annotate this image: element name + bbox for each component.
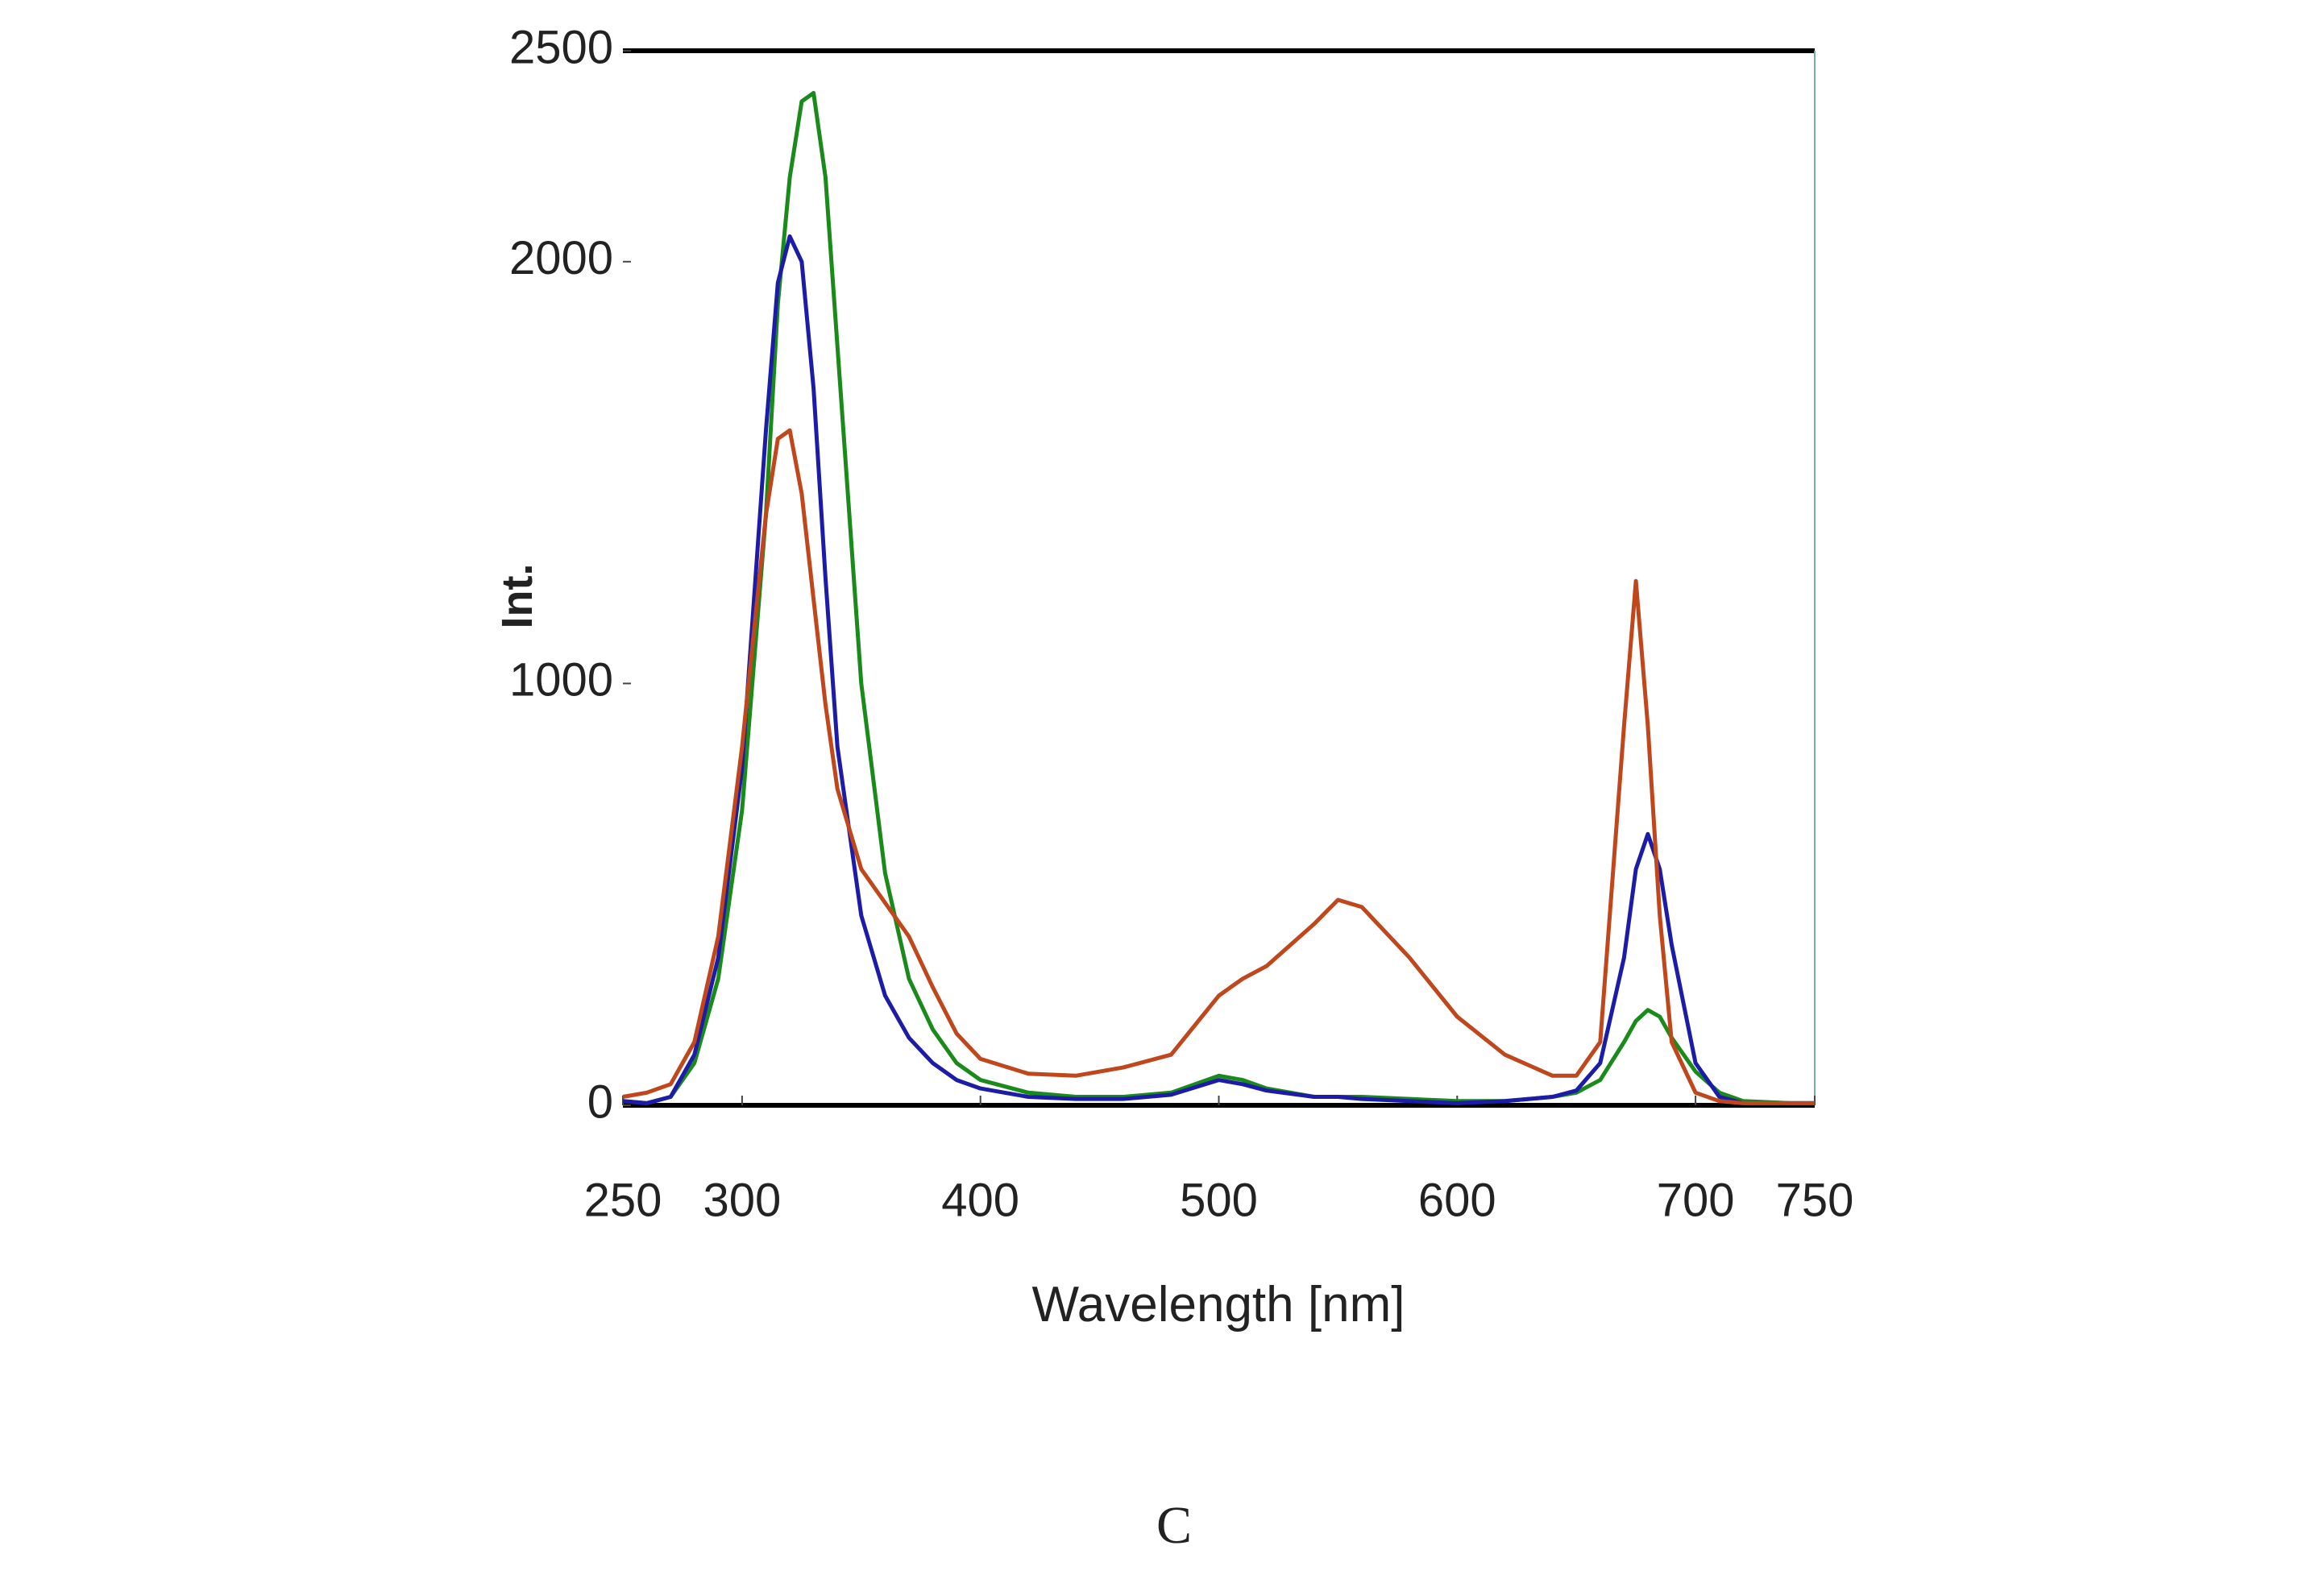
x-tick-label: 750 bbox=[1776, 1174, 1854, 1226]
x-tick-label: 250 bbox=[584, 1174, 662, 1226]
x-tick-label: 600 bbox=[1418, 1174, 1496, 1226]
x-tick-label: 400 bbox=[941, 1174, 1019, 1226]
y-tick-label: 2000 bbox=[509, 232, 613, 284]
x-tick-label: 300 bbox=[703, 1174, 782, 1226]
y-tick-label: 2500 bbox=[509, 21, 613, 73]
y-axis-label: Int. bbox=[493, 564, 542, 629]
series-line bbox=[622, 234, 1815, 1105]
y-tick-label: 1000 bbox=[509, 654, 613, 707]
x-tick-label: 500 bbox=[1180, 1174, 1258, 1226]
series-line bbox=[622, 428, 1815, 1105]
caption: C bbox=[1156, 1496, 1192, 1555]
x-axis-label: Wavelength [nm] bbox=[1032, 1277, 1405, 1332]
x-tick-label: 700 bbox=[1657, 1174, 1735, 1226]
y-tick-label: 0 bbox=[587, 1075, 613, 1128]
